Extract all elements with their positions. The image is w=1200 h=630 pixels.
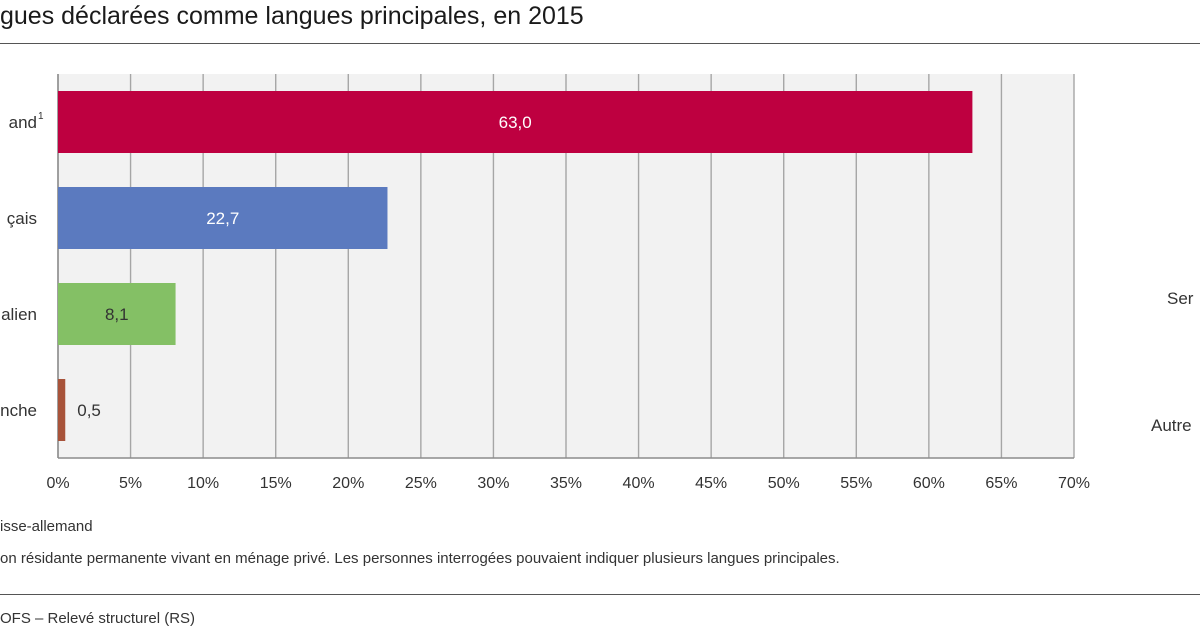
bar [58,283,176,345]
x-tick-label: 45% [695,475,727,492]
category-superscript: 1 [38,111,44,122]
category-label: and [9,113,37,132]
x-tick-label: 30% [477,475,509,492]
x-tick-label: 65% [985,475,1017,492]
bar-chart: 0% 5% 10% 15% 20% 25% 30% 35% 40% 45% 50% 55% 60% 65%… [0,74,1090,492]
source-rule [0,594,1200,595]
footnote-1: isse-allemand [0,518,93,535]
side-label-autre: Autre [1151,416,1192,435]
category-label: nche [0,401,37,420]
x-tick-label: 60% [913,475,945,492]
side-label-ser: Ser [1167,289,1194,308]
bar-value-label: 0,5 [77,401,101,420]
x-tick-label: 50% [768,475,800,492]
x-tick-label: 55% [840,475,872,492]
x-tick-label: 10% [187,475,219,492]
x-tick-label: 70% [1058,475,1090,492]
x-tick-label: 5% [119,475,142,492]
x-tick-label: 15% [260,475,292,492]
x-tick-label: 20% [332,475,364,492]
bar-value-label: 22,7 [206,209,239,228]
source-note: OFS – Relevé structurel (RS) [0,610,196,627]
x-tick-label: 25% [405,475,437,492]
bar [58,187,388,249]
x-tick-label: 35% [550,475,582,492]
bar [58,379,66,441]
title-rule [0,43,1200,44]
x-tick-label: 40% [623,475,655,492]
bar [58,91,973,153]
footnote-2: on résidante permanente vivant en ménage… [0,550,840,567]
x-tick-label: 0% [46,475,69,492]
bar-value-label: 8,1 [105,305,129,324]
category-label: çais [7,209,37,228]
chart-title: gues déclarées comme langues principales… [0,2,584,30]
bar-value-label: 63,0 [499,113,532,132]
category-label: alien [1,305,37,324]
